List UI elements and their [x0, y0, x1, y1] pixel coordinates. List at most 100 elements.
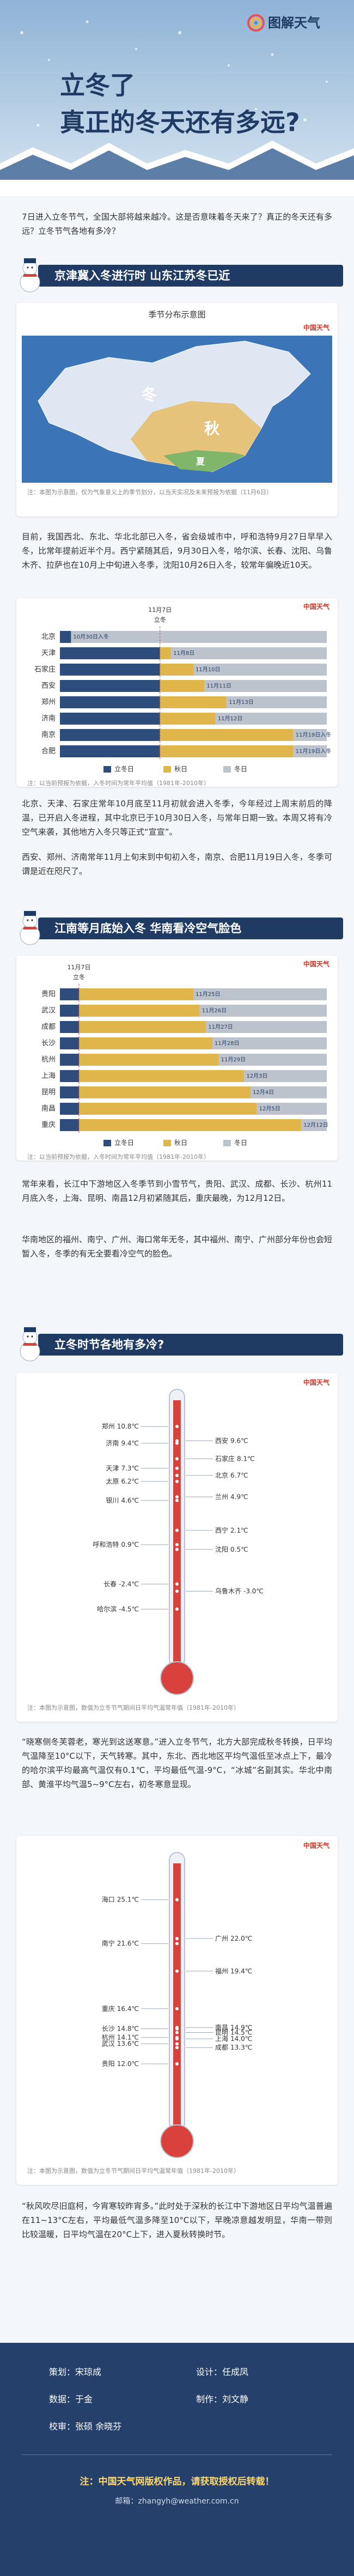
- temp-value: 9.4℃: [121, 1439, 139, 1447]
- credit-role: 数据：: [49, 2394, 76, 2404]
- value-label: 11月25日: [196, 991, 220, 998]
- city-name: 福州: [215, 1966, 228, 1974]
- city-name: 成都: [215, 2044, 228, 2051]
- autumn-segment: [160, 696, 227, 708]
- lidong-segment: [60, 696, 160, 708]
- bulb: [160, 2124, 194, 2158]
- temp-point: [175, 2027, 179, 2031]
- map-panel: 季节分布示意图 中国天气 冬 秋 夏 注：本图为示意图，仅为气象意义上的季节划分…: [16, 303, 338, 517]
- lidong-segment: [60, 664, 160, 676]
- value-label: 11月26日: [202, 1007, 227, 1014]
- lidong-segment: [60, 1054, 79, 1066]
- city-name: 重庆: [102, 2004, 115, 2012]
- intro: 7日进入立冬节气，全国大部将越来越冷。这是否意味着冬天来了？真正的冬天还有多远？…: [22, 212, 332, 236]
- category-label: 西安: [41, 682, 56, 690]
- value-label: 11月12日: [218, 715, 242, 722]
- lidong-segment: [60, 988, 79, 1000]
- category-label: 北京: [41, 633, 56, 641]
- temp-point: [175, 1439, 179, 1443]
- category-label: 武汉: [41, 1007, 56, 1015]
- temp-value: 9.6℃: [230, 1437, 248, 1444]
- city-name: 杭州: [102, 2033, 115, 2041]
- temp-label: 郑州 10.8℃: [102, 1422, 139, 1430]
- temp-label: 太原 6.2℃: [106, 1477, 139, 1485]
- reference-label: 11月7日: [148, 606, 172, 613]
- brand: 中国天气: [303, 603, 329, 611]
- winter-segment: [251, 1086, 327, 1098]
- autumn-segment: [79, 1005, 200, 1017]
- autumn-segment: [79, 988, 193, 1000]
- winter-segment: [301, 1119, 327, 1131]
- city-name: 西宁: [215, 1526, 228, 1534]
- land-summer: [163, 450, 245, 472]
- value-label: 11月13日: [229, 699, 253, 706]
- temp-point: [175, 1457, 179, 1461]
- mercury: [173, 1863, 181, 2136]
- temp-label: 成都 13.3℃: [215, 2044, 252, 2051]
- temp-point: [175, 1479, 179, 1483]
- credit-role: 策划：: [49, 2367, 76, 2377]
- temp-point: [175, 1499, 179, 1502]
- credit-name: 刘文静: [222, 2394, 249, 2404]
- city-name: 石家庄: [215, 1454, 235, 1462]
- temp-point: [175, 2046, 179, 2050]
- legend-label: 秋日: [174, 1139, 187, 1147]
- temp-point: [175, 1942, 179, 1946]
- city-name: 南昌: [215, 2023, 228, 2031]
- winter-segment: [171, 647, 327, 659]
- temp-point: [175, 2042, 179, 2046]
- temp-label: 济南 9.4℃: [106, 1438, 139, 1447]
- city-name: 海口: [102, 1895, 115, 1903]
- autumn-segment: [160, 745, 294, 757]
- city-name: 郑州: [102, 1422, 115, 1430]
- temp-label: 福州 19.4℃: [215, 1966, 252, 1974]
- autumn-segment: [160, 713, 216, 725]
- winter-segment: [215, 713, 327, 725]
- brand: 中国天气: [303, 1378, 329, 1387]
- legend-swatch: [223, 1140, 231, 1146]
- temp-label: 昆明 14.5℃: [215, 2028, 252, 2036]
- logo-icon: [247, 14, 265, 32]
- temp-value: 4.9℃: [230, 1493, 248, 1500]
- temp-value: 10.8℃: [117, 1423, 139, 1430]
- credit: 校审：张硕 余晓芬: [49, 2419, 121, 2432]
- value-label: 12月5日: [259, 1105, 280, 1112]
- city-name: 沈阳: [215, 1545, 228, 1553]
- chart-note: 注：以当前预报为依据，入冬时间为常年平均值（1981年-2010年）: [27, 1153, 210, 1161]
- city-name: 昆明: [215, 2028, 228, 2036]
- winter-segment: [193, 988, 327, 1000]
- credit: 数据：于金: [49, 2392, 93, 2405]
- title-line2: 真正的冬天还有多远?: [60, 108, 300, 137]
- winter-segment: [71, 631, 327, 643]
- section-header: 京津冀入冬进行时 山东江苏冬已近: [0, 258, 354, 293]
- temp-label: 广州 22.0℃: [215, 1935, 252, 1942]
- temp-value: 16.4℃: [117, 2004, 139, 2012]
- temp-label: 海口 25.1℃: [102, 1895, 139, 1903]
- temp-label: 乌鲁木齐 -3.0℃: [215, 1587, 264, 1595]
- header: 图解天气 立冬了 真正的冬天还有多远?: [0, 0, 354, 196]
- legend-label: 冬日: [234, 765, 247, 773]
- temp-point: [175, 1607, 179, 1611]
- temp-point: [175, 2031, 179, 2034]
- paragraph: 西安、郑州、济南常年11月上旬末到中旬初入冬，南京、合肥11月19日入冬，冬季可…: [22, 852, 332, 876]
- temp-value: 14.1℃: [117, 2033, 139, 2041]
- city-name: 武汉: [102, 2040, 115, 2048]
- temp-value: 0.9℃: [121, 1541, 139, 1548]
- winter-segment: [293, 729, 327, 741]
- winter-segment: [293, 745, 327, 757]
- lidong-segment: [60, 1119, 79, 1131]
- temp-point: [175, 1589, 179, 1593]
- winter-segment: [257, 1103, 327, 1115]
- chart-note: 注：本图为示意图，数值为立冬节气期间日平均气温常年值（1981年-2010年）: [27, 1704, 240, 1711]
- winter-segment: [193, 664, 327, 676]
- temp-point: [175, 2007, 179, 2010]
- bulb: [160, 1661, 194, 1695]
- city-name: 广州: [215, 1935, 228, 1942]
- temp-point: [175, 1528, 179, 1532]
- city-name: 西安: [215, 1436, 228, 1444]
- city-name: 上海: [215, 2034, 228, 2043]
- thermometer-panel: 中国天气 海口 25.1℃ 广州 22.0℃ 南宁 21.6℃ 福州 19.4℃ 重庆 16.4℃ 南…: [16, 1836, 338, 2185]
- category-label: 南京: [41, 731, 56, 739]
